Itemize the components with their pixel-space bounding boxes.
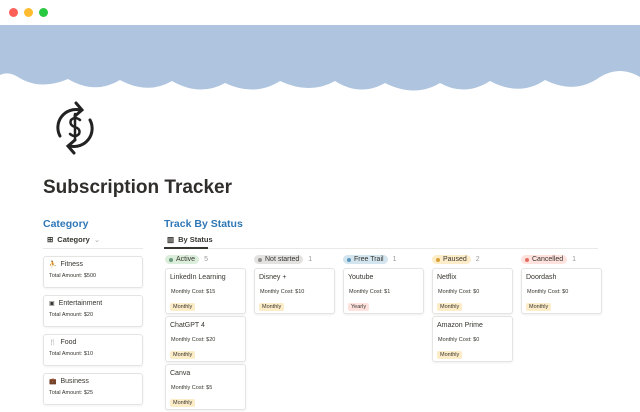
subscription-card[interactable]: Youtube Monthly Cost: $1 Yearly	[343, 268, 424, 314]
billing-tag: Yearly	[348, 303, 370, 311]
monthly-cost: Monthly Cost: $15	[171, 289, 216, 295]
subscription-name: Amazon Prime	[437, 322, 483, 329]
monthly-cost: Monthly Cost: $5	[171, 385, 213, 391]
column-count: 1	[392, 256, 397, 263]
monthly-cost: Monthly Cost: $20	[171, 337, 216, 343]
board-view-tab[interactable]: ▥ By Status	[167, 235, 213, 244]
category-name: Entertainment	[58, 300, 103, 307]
category-total: Total Amount: $500	[49, 273, 97, 279]
category-total: Total Amount: $25	[49, 390, 94, 396]
subscription-card[interactable]: LinkedIn Learning Monthly Cost: $15 Monthl…	[165, 268, 246, 314]
board-column-free-trail: Free Trail 1 Youtube Monthly Cost: $1 Yearly	[343, 254, 424, 316]
billing-tag: Monthly	[526, 303, 552, 311]
active-tab-indicator	[164, 247, 208, 249]
board-column-active: Active 5 LinkedIn Learning Monthly Cost: $1…	[165, 254, 246, 412]
subscription-name: LinkedIn Learning	[170, 274, 226, 281]
subscription-card[interactable]: Canva Monthly Cost: $5 Monthly	[165, 364, 246, 410]
cover-image[interactable]	[0, 25, 640, 95]
column-count: 1	[572, 256, 577, 263]
status-badge: Paused	[432, 255, 471, 264]
subscription-name: Disney +	[259, 274, 287, 281]
column-count: 1	[308, 256, 313, 263]
close-button[interactable]	[9, 8, 18, 17]
gallery-icon: ⊞	[47, 235, 54, 244]
subscription-card[interactable]: Netflix Monthly Cost: $0 Monthly	[432, 268, 513, 314]
billing-tag: Monthly	[437, 303, 463, 311]
billing-tag: Monthly	[170, 399, 196, 407]
subscription-card[interactable]: Doordash Monthly Cost: $0 Monthly	[521, 268, 602, 314]
maximize-button[interactable]	[39, 8, 48, 17]
category-total: Total Amount: $10	[49, 351, 94, 357]
subscription-card[interactable]: Disney + Monthly Cost: $10 Monthly	[254, 268, 335, 314]
status-badge: Active	[165, 255, 200, 264]
category-name: Food	[60, 339, 77, 346]
subscription-name: Youtube	[348, 274, 374, 281]
monthly-cost: Monthly Cost: $10	[260, 289, 305, 295]
subscription-card[interactable]: Amazon Prime Monthly Cost: $0 Monthly	[432, 316, 513, 362]
board-column-paused: Paused 2 Netflix Monthly Cost: $0 Monthly Ama…	[432, 254, 513, 364]
billing-tag: Monthly	[259, 303, 285, 311]
monthly-cost: Monthly Cost: $0	[438, 337, 480, 343]
category-name: Fitness	[60, 261, 84, 268]
subscription-name: Netflix	[437, 274, 457, 281]
category-total: Total Amount: $20	[49, 312, 94, 318]
billing-tag: Monthly	[170, 351, 196, 359]
monthly-cost: Monthly Cost: $1	[349, 289, 391, 295]
billing-tag: Monthly	[437, 351, 463, 359]
minimize-button[interactable]	[24, 8, 33, 17]
status-badge: Not started	[254, 255, 304, 264]
board-icon: ▥	[167, 235, 175, 244]
column-count: 5	[204, 256, 208, 263]
column-count: 2	[475, 256, 480, 263]
window-titlebar	[0, 0, 640, 25]
subscription-name: Canva	[170, 370, 191, 377]
subscription-name: Doordash	[526, 274, 557, 281]
category-card[interactable]: 💼 Business Total Amount: $25	[43, 373, 143, 405]
divider	[164, 248, 598, 249]
category-card[interactable]: ▣ Entertainment Total Amount: $20	[43, 295, 143, 327]
ticket-icon: ▣	[49, 301, 55, 307]
category-heading: Category	[43, 218, 89, 230]
status-heading: Track By Status	[164, 218, 243, 230]
fork-knife-icon: 🍴	[49, 340, 57, 346]
running-icon: ⛹	[49, 262, 57, 268]
divider	[43, 248, 143, 249]
board-column-not-started: Not started 1 Disney + Monthly Cost: $10 Mon…	[254, 254, 335, 316]
category-card[interactable]: 🍴 Food Total Amount: $10	[43, 334, 143, 366]
briefcase-icon: 💼	[49, 379, 57, 385]
billing-tag: Monthly	[170, 303, 196, 311]
page-title: Subscription Tracker	[43, 177, 233, 198]
category-card[interactable]: ⛹ Fitness Total Amount: $500	[43, 256, 143, 288]
subscription-name: ChatGPT 4	[170, 322, 205, 329]
subscription-card[interactable]: ChatGPT 4 Monthly Cost: $20 Monthly	[165, 316, 246, 362]
board-column-cancelled: Cancelled 1 Doordash Monthly Cost: $0 Monthl…	[521, 254, 602, 316]
category-name: Business	[60, 378, 89, 385]
monthly-cost: Monthly Cost: $0	[527, 289, 569, 295]
status-badge: Cancelled	[521, 255, 568, 264]
category-view-tab[interactable]: ⊞ Category ⌄	[47, 235, 101, 244]
monthly-cost: Monthly Cost: $0	[438, 289, 480, 295]
chevron-down-icon: ⌄	[93, 235, 101, 244]
dollar-refresh-icon	[56, 101, 94, 155]
status-badge: Free Trail	[343, 255, 388, 264]
